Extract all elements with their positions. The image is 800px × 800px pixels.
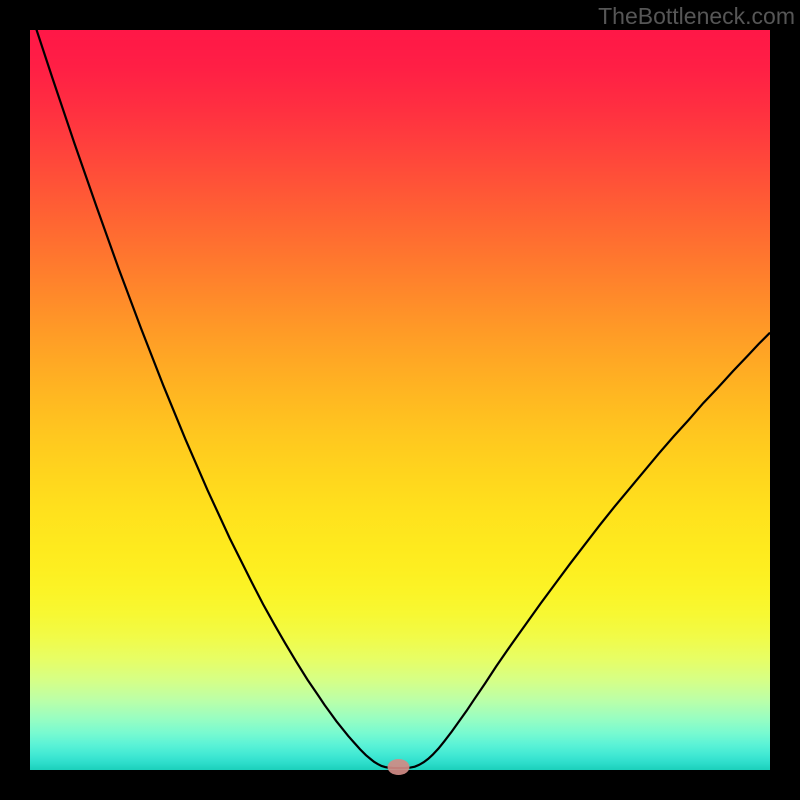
gradient-background <box>30 30 770 770</box>
watermark-text: TheBottleneck.com <box>598 3 795 30</box>
optimal-point-marker <box>388 759 410 775</box>
bottleneck-chart <box>0 0 800 800</box>
